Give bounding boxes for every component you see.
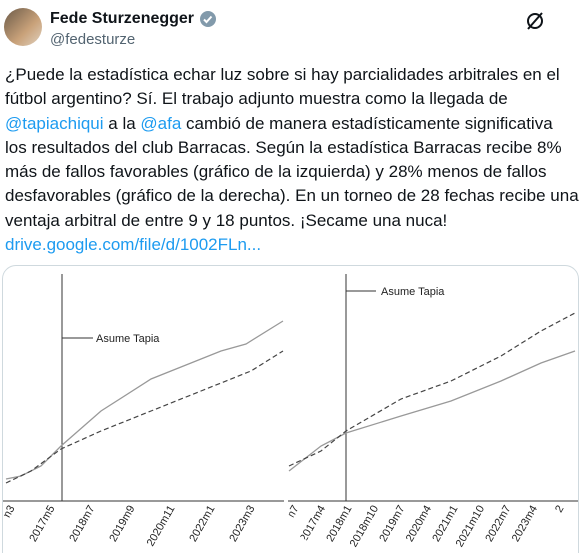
x-tick-label: 2018m7 [67, 504, 97, 544]
x-tick-label: 2023m3 [227, 504, 257, 544]
text: a la [103, 113, 141, 133]
avatar[interactable] [4, 8, 42, 46]
media[interactable]: Asume Tapia 16m3 2017m5 2018m7 2019m9 2020m11… [2, 265, 579, 553]
text: ventaja arbitral de entre 9 y 18 puntos.… [5, 210, 448, 230]
text: desfavorables (gráfico de la derecha). E… [5, 186, 579, 206]
text-line: drive.google.com/file/d/1002FLn... [5, 233, 579, 257]
x-tick-label: 2017m5 [27, 504, 57, 544]
link[interactable]: drive.google.com/file/d/1002FLn... [5, 235, 262, 255]
x-tick-label: 2020m11 [145, 504, 178, 549]
series-line [5, 350, 284, 484]
grok-icon[interactable] [524, 10, 546, 32]
mention[interactable]: @tapiachiqui [5, 113, 104, 133]
annotation: Asume Tapia [96, 333, 160, 345]
left-chart [3, 274, 284, 502]
right-chart [288, 274, 578, 502]
annotation: Asume Tapia [381, 286, 445, 298]
mention[interactable]: @afa [140, 113, 182, 133]
author-handle[interactable]: @fedesturze [50, 31, 136, 48]
chart-images: Asume Tapia 16m3 2017m5 2018m7 2019m9 2020m11… [3, 266, 578, 553]
text: ¿Puede la estadística echar luz sobre si… [5, 65, 560, 84]
text-line: los resultados del club Barracas. Según … [5, 136, 579, 160]
author-name[interactable]: Fede Sturzenegger [50, 10, 195, 27]
text-line: ¿Puede la estadística echar luz sobre si… [5, 63, 579, 87]
text-line: más de fallos favorables (gráfico de la … [5, 160, 579, 184]
text-line: fútbol argentino? Sí. El trabajo adjunto… [5, 87, 579, 111]
verified-badge [200, 11, 216, 27]
x-tick-label: 2019m9 [107, 504, 137, 544]
tweet-text: ¿Puede la estadística echar luz sobre si… [5, 63, 579, 257]
text: cambió de manera estadísticamente signif… [181, 113, 553, 133]
text-line: ventaja arbitral de entre 9 y 18 puntos.… [5, 209, 579, 233]
text: más de fallos favorables (gráfico de la … [5, 162, 547, 182]
x-tick-label: 2 [553, 504, 566, 515]
text: los resultados del club Barracas. Según … [5, 137, 562, 157]
x-tick-label: 2022m1 [187, 504, 217, 544]
series-line [288, 350, 576, 472]
series-line [288, 312, 576, 467]
x-tick-label: 2023m4 [510, 504, 540, 544]
text: fútbol argentino? Sí. El trabajo adjunto… [5, 89, 508, 109]
text-line: desfavorables (gráfico de la derecha). E… [5, 184, 579, 208]
text-line: @tapiachiqui a la @afa cambió de manera … [5, 112, 579, 136]
x-tick-label: 16m3 [3, 504, 18, 534]
